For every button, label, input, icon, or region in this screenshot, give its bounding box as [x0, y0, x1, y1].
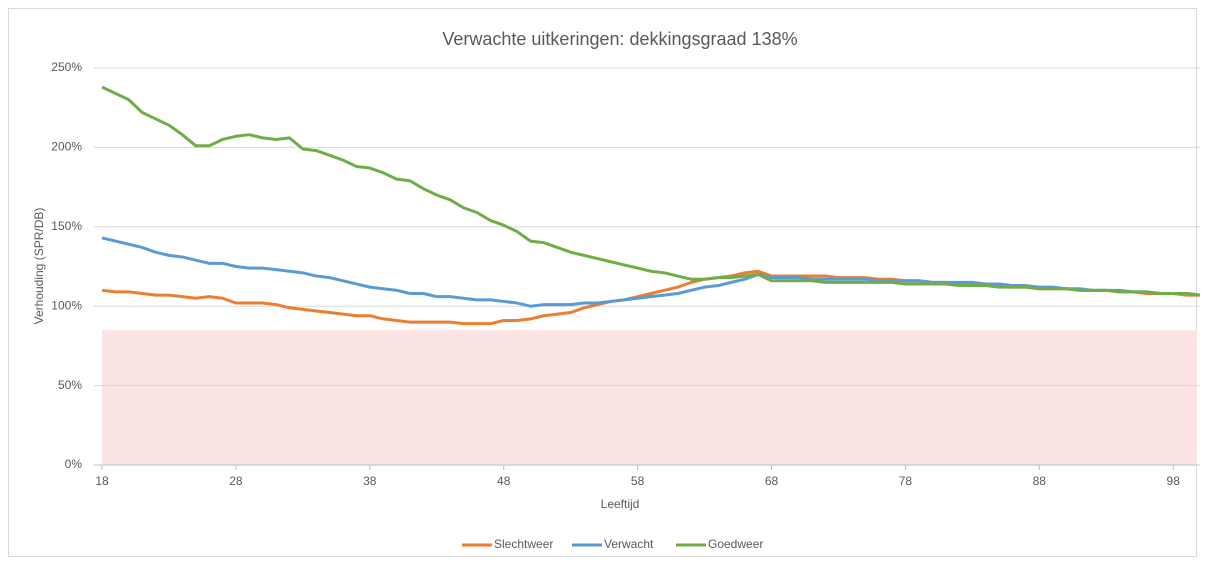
legend-label: Goedweer — [708, 537, 763, 551]
y-tick-label: 150% — [51, 219, 82, 233]
y-axis-label: Verhouding (SPR/DB) — [32, 208, 46, 325]
line-series — [101, 85, 1201, 297]
legend-label: Slechtweer — [494, 537, 553, 551]
x-tick-label: 18 — [95, 474, 109, 488]
y-tick-label: 50% — [58, 378, 82, 392]
x-tick-label: 58 — [631, 474, 645, 488]
x-tick-label: 28 — [229, 474, 243, 488]
chart-title: Verwachte uitkeringen: dekkingsgraad 138… — [442, 29, 797, 49]
x-tick-label: 78 — [899, 474, 913, 488]
x-axis-label: Leeftijd — [601, 497, 640, 511]
y-tick-label: 200% — [51, 140, 82, 154]
y-tick-label: 0% — [65, 457, 83, 471]
x-tick-label: 68 — [765, 474, 779, 488]
y-tick-label: 250% — [51, 60, 82, 74]
shaded-band — [102, 330, 1197, 465]
y-tick-label: 100% — [51, 298, 82, 312]
x-tick-label: 38 — [363, 474, 377, 488]
x-tick-label: 98 — [1167, 474, 1181, 488]
x-tick-label: 48 — [497, 474, 511, 488]
x-tick-label: 88 — [1033, 474, 1047, 488]
chart-frame — [8, 8, 1197, 557]
legend-label: Verwacht — [604, 537, 654, 551]
line-series — [101, 236, 1201, 308]
